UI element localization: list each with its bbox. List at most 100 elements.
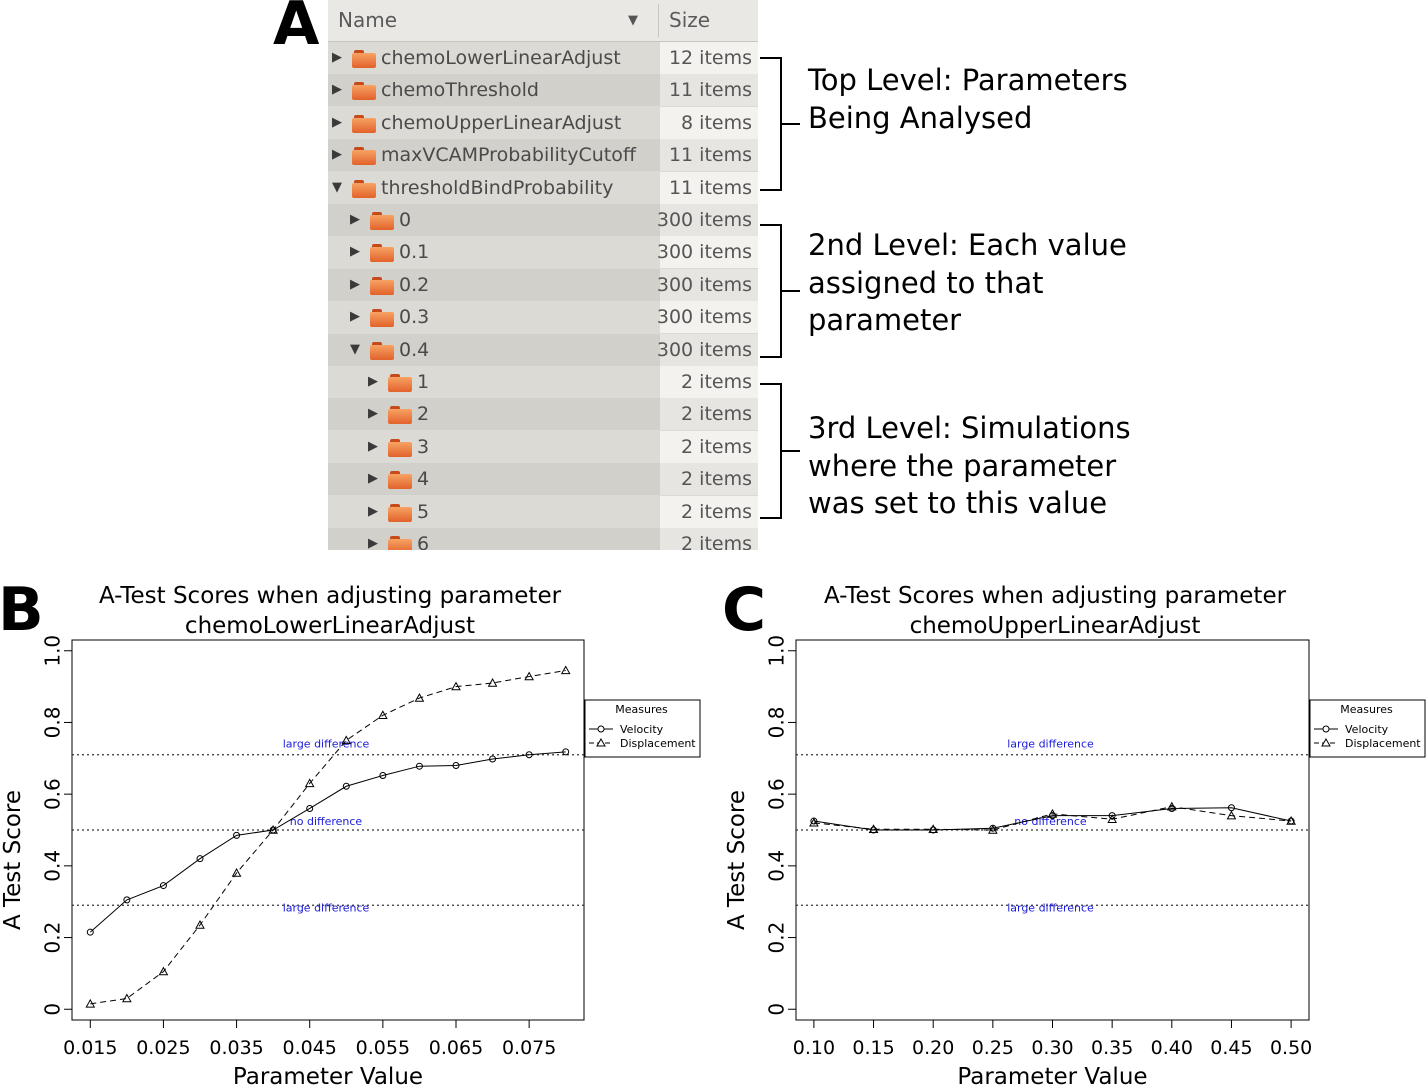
item-count: 2 items [681, 500, 752, 523]
x-tick-label: 0.15 [852, 1037, 894, 1059]
data-point-circle [123, 896, 131, 904]
expanded-arrow-icon[interactable]: ▼ [332, 179, 342, 195]
x-axis-label: Parameter Value [233, 1064, 423, 1088]
folder-icon [388, 536, 412, 550]
item-count: 11 items [668, 176, 752, 199]
collapsed-arrow-icon[interactable]: ▶ [332, 147, 342, 163]
data-point-circle [159, 882, 167, 890]
collapsed-arrow-icon[interactable]: ▶ [368, 536, 378, 550]
name-cell: ▶ 5 [328, 496, 660, 528]
folder-row[interactable]: ▶ 1 2 items [328, 366, 758, 398]
legend-title: Measures [1340, 703, 1393, 716]
folder-name: 6 [417, 533, 430, 550]
y-tick-label: 0.4 [41, 850, 65, 882]
x-tick-label: 0.10 [793, 1037, 835, 1059]
folder-row[interactable]: ▶ 4 2 items [328, 463, 758, 496]
data-point-triangle [928, 824, 939, 833]
item-count: 2 items [681, 403, 752, 426]
series-line-velocity [813, 807, 1292, 831]
folder-row[interactable]: ▶ chemoUpperLinearAdjust 8 items [328, 106, 758, 139]
y-axis-label: A Test Score [724, 790, 750, 930]
item-count: 2 items [681, 468, 752, 491]
data-point-triangle [451, 681, 461, 691]
x-tick-label: 0.075 [502, 1037, 556, 1059]
collapsed-arrow-icon[interactable]: ▶ [350, 276, 360, 292]
folder-row[interactable]: ▶ 6 2 items [328, 528, 758, 550]
collapsed-arrow-icon[interactable]: ▶ [350, 212, 360, 227]
sort-descending-icon[interactable]: ▼ [628, 13, 638, 28]
data-point-circle [525, 751, 533, 759]
collapsed-arrow-icon[interactable]: ▶ [332, 114, 342, 130]
data-point-circle [342, 782, 350, 790]
y-axis-label: A Test Score [0, 790, 26, 930]
x-tick-label: 0.055 [356, 1037, 410, 1059]
folder-row[interactable]: ▶ chemoLowerLinearAdjust 12 items [328, 42, 758, 74]
collapsed-arrow-icon[interactable]: ▶ [332, 50, 342, 65]
y-tick-label: 1.0 [41, 635, 65, 667]
legend-marker-triangle [1321, 737, 1331, 747]
folder-row[interactable]: ▶ 0 300 items [328, 204, 758, 236]
folder-icon [388, 406, 412, 425]
folder-name: chemoUpperLinearAdjust [381, 111, 622, 134]
chart-title-line: A-Test Scores when adjusting parameter [99, 583, 562, 609]
data-point-triangle [987, 824, 998, 834]
folder-row[interactable]: ▶ maxVCAMProbabilityCutoff 11 items [328, 139, 758, 172]
size-cell: 12 items [660, 42, 758, 74]
expanded-arrow-icon[interactable]: ▼ [350, 341, 360, 357]
size-cell: 8 items [660, 106, 758, 139]
reference-line-label: no difference [1014, 815, 1087, 828]
second-level-bracket [760, 224, 800, 358]
data-point-triangle [378, 710, 388, 719]
x-tick-label: 0.015 [63, 1037, 117, 1059]
folder-row[interactable]: ▼ 0.4 300 items [328, 333, 758, 366]
name-cell: ▶ chemoUpperLinearAdjust [328, 107, 660, 139]
legend-entry: Displacement [620, 737, 696, 750]
y-tick-label: 0 [765, 1003, 789, 1016]
folder-row[interactable]: ▶ 5 2 items [328, 495, 758, 528]
data-point-circle [452, 761, 460, 769]
data-point-circle [306, 804, 314, 812]
collapsed-arrow-icon[interactable]: ▶ [368, 374, 378, 389]
size-column-header[interactable]: Size [669, 8, 711, 32]
chart-title-line: chemoUpperLinearAdjust [910, 613, 1201, 639]
collapsed-arrow-icon[interactable]: ▶ [332, 82, 342, 98]
y-tick-label: 0 [41, 1003, 65, 1016]
name-cell: ▶ 0 [328, 204, 660, 236]
x-tick-label: 0.35 [1091, 1037, 1133, 1059]
chart-title-line: A-Test Scores when adjusting parameter [824, 583, 1287, 609]
folder-row[interactable]: ▶ 0.1 300 items [328, 236, 758, 269]
legend-entry: Displacement [1345, 737, 1421, 750]
reference-line-label: no difference [290, 815, 363, 828]
item-count: 300 items [656, 273, 752, 296]
folder-row[interactable]: ▶ 0.3 300 items [328, 301, 758, 334]
data-point-circle [233, 831, 241, 839]
name-column-header[interactable]: Name [338, 8, 398, 32]
series-line-displacement [813, 806, 1292, 831]
name-cell: ▶ 4 [328, 463, 660, 496]
folder-row[interactable]: ▶ chemoThreshold 11 items [328, 74, 758, 107]
collapsed-arrow-icon[interactable]: ▶ [368, 503, 378, 519]
collapsed-arrow-icon[interactable]: ▶ [350, 309, 360, 325]
folder-name: 5 [417, 500, 430, 523]
size-cell: 2 items [660, 398, 758, 431]
collapsed-arrow-icon[interactable]: ▶ [350, 244, 360, 260]
data-point-triangle [231, 867, 242, 877]
name-cell: ▼ thresholdBindProbability [328, 172, 660, 204]
folder-name: 0.1 [399, 241, 430, 264]
column-divider[interactable] [658, 4, 659, 37]
collapsed-arrow-icon[interactable]: ▶ [368, 471, 378, 487]
collapsed-arrow-icon[interactable]: ▶ [368, 406, 378, 422]
size-cell: 300 items [657, 301, 758, 334]
folder-row[interactable]: ▼ thresholdBindProbability 11 items [328, 171, 758, 204]
data-point-triangle [868, 824, 879, 833]
size-cell: 300 items [657, 333, 758, 366]
data-point-triangle [809, 817, 819, 827]
y-tick-label: 0.6 [41, 778, 65, 810]
collapsed-arrow-icon[interactable]: ▶ [368, 438, 378, 454]
size-cell: 11 items [660, 171, 758, 204]
second-level-annotation: 2nd Level: Each value assigned to that p… [808, 228, 1127, 337]
folder-row[interactable]: ▶ 3 2 items [328, 430, 758, 463]
series-line-velocity [89, 751, 566, 933]
folder-row[interactable]: ▶ 2 2 items [328, 398, 758, 431]
folder-row[interactable]: ▶ 0.2 300 items [328, 268, 758, 301]
